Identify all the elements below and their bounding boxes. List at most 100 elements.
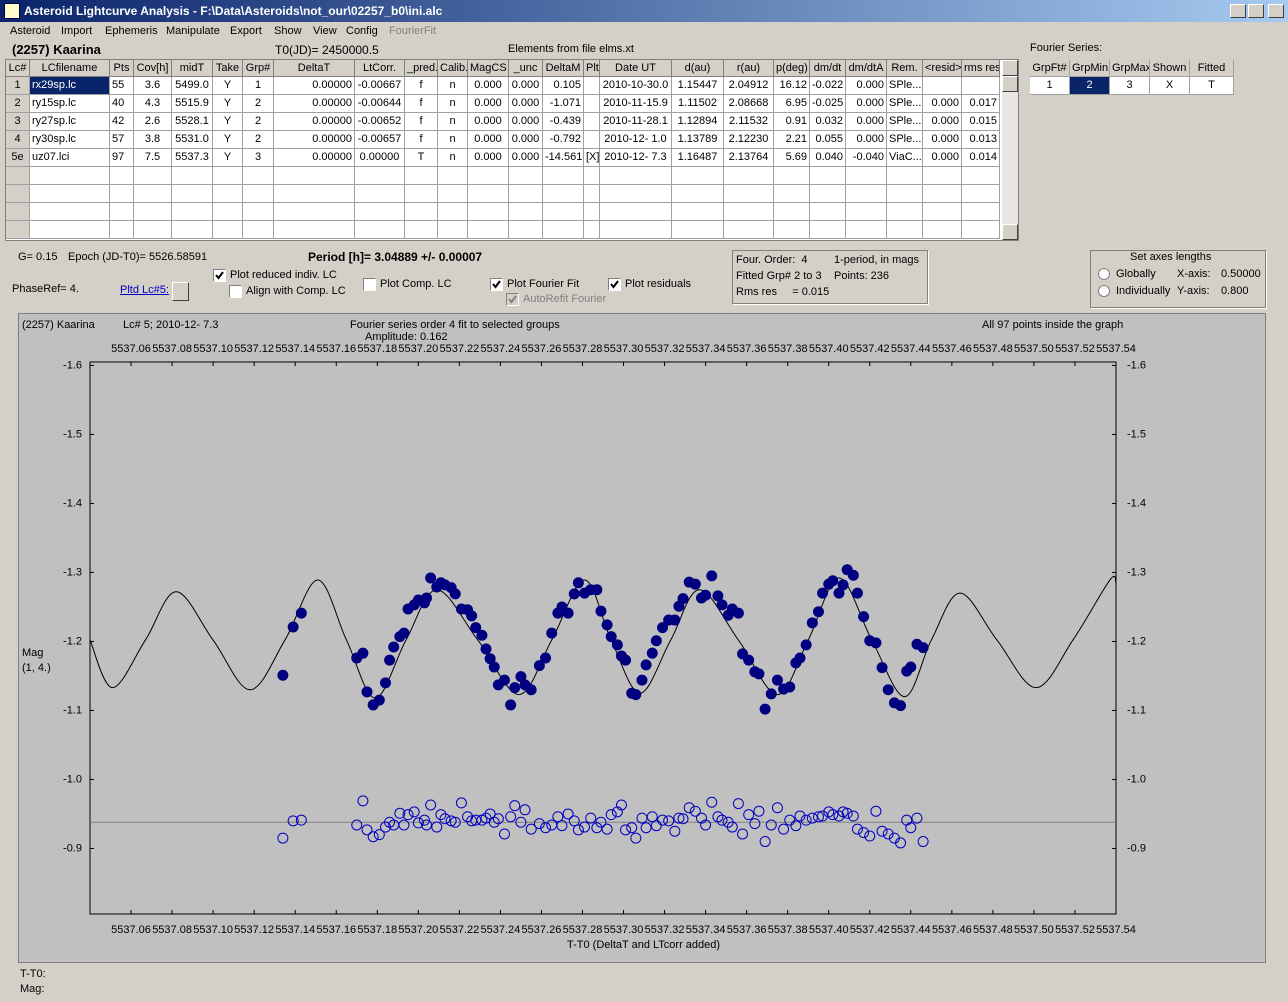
row-header[interactable]: 2 <box>6 95 30 113</box>
checkbox-label[interactable]: AutoRefit Fourier <box>523 293 607 305</box>
table-cell[interactable]: 0.014 <box>962 149 1000 167</box>
column-header[interactable]: dm/dt <box>810 60 846 77</box>
table-cell[interactable] <box>243 167 274 185</box>
table-cell[interactable]: Y <box>213 77 243 95</box>
table-cell[interactable] <box>923 167 962 185</box>
table-cell[interactable] <box>243 203 274 221</box>
table-cell[interactable]: 0.00000 <box>274 95 355 113</box>
table-cell[interactable]: 0.000 <box>468 113 509 131</box>
table-cell[interactable]: f <box>405 113 438 131</box>
table-cell[interactable] <box>355 185 405 203</box>
table-cell[interactable] <box>213 221 243 239</box>
table-cell[interactable] <box>600 185 672 203</box>
table-cell[interactable] <box>600 221 672 239</box>
table-cell[interactable]: 0.000 <box>923 95 962 113</box>
table-cell[interactable] <box>355 203 405 221</box>
table-cell[interactable] <box>213 203 243 221</box>
table-cell[interactable] <box>405 203 438 221</box>
close-button[interactable] <box>1268 4 1284 18</box>
table-cell[interactable] <box>274 221 355 239</box>
table-cell[interactable] <box>962 77 1000 95</box>
table-cell[interactable] <box>213 185 243 203</box>
checkbox[interactable] <box>608 278 621 291</box>
table-cell[interactable] <box>274 167 355 185</box>
table-cell[interactable]: 0.000 <box>468 77 509 95</box>
table-cell[interactable]: 2010-10-30.0 <box>600 77 672 95</box>
row-header[interactable]: 5e <box>6 149 30 167</box>
table-cell[interactable]: 0.013 <box>962 131 1000 149</box>
radio-label[interactable]: Globally <box>1116 268 1156 280</box>
table-cell[interactable]: T <box>405 149 438 167</box>
table-cell[interactable]: 1 <box>1030 77 1070 95</box>
table-cell[interactable] <box>584 203 600 221</box>
table-cell[interactable]: rx29sp.lc <box>30 77 110 95</box>
table-cell[interactable] <box>846 185 887 203</box>
table-cell[interactable] <box>30 185 110 203</box>
table-cell[interactable] <box>468 221 509 239</box>
table-cell[interactable] <box>672 167 724 185</box>
table-cell[interactable]: 2 <box>1070 77 1110 95</box>
menu-item[interactable]: Export <box>230 25 262 37</box>
table-cell[interactable]: 5531.0 <box>172 131 213 149</box>
column-header[interactable]: rms res <box>962 60 1000 77</box>
table-cell[interactable] <box>543 185 584 203</box>
table-cell[interactable]: 7.5 <box>134 149 172 167</box>
table-cell[interactable]: 0.000 <box>468 131 509 149</box>
column-header[interactable]: _pred. <box>405 60 438 77</box>
table-cell[interactable]: -0.00644 <box>355 95 405 113</box>
table-cell[interactable]: 2.21 <box>774 131 810 149</box>
column-header[interactable]: Take <box>213 60 243 77</box>
table-cell[interactable] <box>887 185 923 203</box>
table-cell[interactable]: 2.11532 <box>724 113 774 131</box>
table-cell[interactable]: ry15sp.lc <box>30 95 110 113</box>
table-cell[interactable] <box>543 167 584 185</box>
column-header[interactable]: GrpMin <box>1070 60 1110 77</box>
table-cell[interactable]: 0.000 <box>509 149 543 167</box>
table-cell[interactable] <box>923 77 962 95</box>
table-cell[interactable] <box>887 167 923 185</box>
menu-item[interactable]: Show <box>274 25 302 37</box>
table-cell[interactable]: 5.69 <box>774 149 810 167</box>
column-header[interactable]: Shown <box>1150 60 1190 77</box>
checkbox-label[interactable]: Align with Comp. LC <box>246 285 346 297</box>
table-cell[interactable]: n <box>438 113 468 131</box>
table-cell[interactable] <box>846 167 887 185</box>
table-cell[interactable] <box>810 221 846 239</box>
row-header[interactable]: 1 <box>6 77 30 95</box>
table-cell[interactable] <box>923 221 962 239</box>
table-cell[interactable] <box>405 167 438 185</box>
table-cell[interactable]: 0.000 <box>923 149 962 167</box>
table-cell[interactable]: -0.025 <box>810 95 846 113</box>
table-cell[interactable]: -0.00652 <box>355 113 405 131</box>
table-cell[interactable]: 2.13764 <box>724 149 774 167</box>
column-header[interactable]: midT <box>172 60 213 77</box>
table-scrollbar[interactable] <box>1002 60 1018 240</box>
table-cell[interactable]: n <box>438 95 468 113</box>
column-header[interactable]: LCfilename <box>30 60 110 77</box>
table-cell[interactable] <box>438 167 468 185</box>
table-cell[interactable]: 2 <box>243 95 274 113</box>
table-cell[interactable]: SPle... <box>887 95 923 113</box>
table-cell[interactable] <box>600 203 672 221</box>
table-cell[interactable]: 0.000 <box>923 113 962 131</box>
table-cell[interactable]: 0.00000 <box>355 149 405 167</box>
table-cell[interactable] <box>584 221 600 239</box>
scroll-down[interactable] <box>1002 224 1018 240</box>
table-cell[interactable]: 3.8 <box>134 131 172 149</box>
table-cell[interactable] <box>110 185 134 203</box>
table-cell[interactable]: 0.105 <box>543 77 584 95</box>
column-header[interactable]: Pts <box>110 60 134 77</box>
table-cell[interactable] <box>810 185 846 203</box>
table-cell[interactable] <box>438 221 468 239</box>
table-cell[interactable]: 5537.3 <box>172 149 213 167</box>
table-cell[interactable] <box>774 167 810 185</box>
row-header[interactable] <box>6 221 30 239</box>
table-cell[interactable] <box>134 185 172 203</box>
table-cell[interactable] <box>543 203 584 221</box>
table-cell[interactable] <box>134 221 172 239</box>
pltd-lc-link[interactable]: Pltd Lc#5: <box>120 284 169 296</box>
column-header[interactable]: Cov[h] <box>134 60 172 77</box>
table-cell[interactable]: SPle... <box>887 113 923 131</box>
table-cell[interactable] <box>887 221 923 239</box>
column-header[interactable]: LtCorr. <box>355 60 405 77</box>
